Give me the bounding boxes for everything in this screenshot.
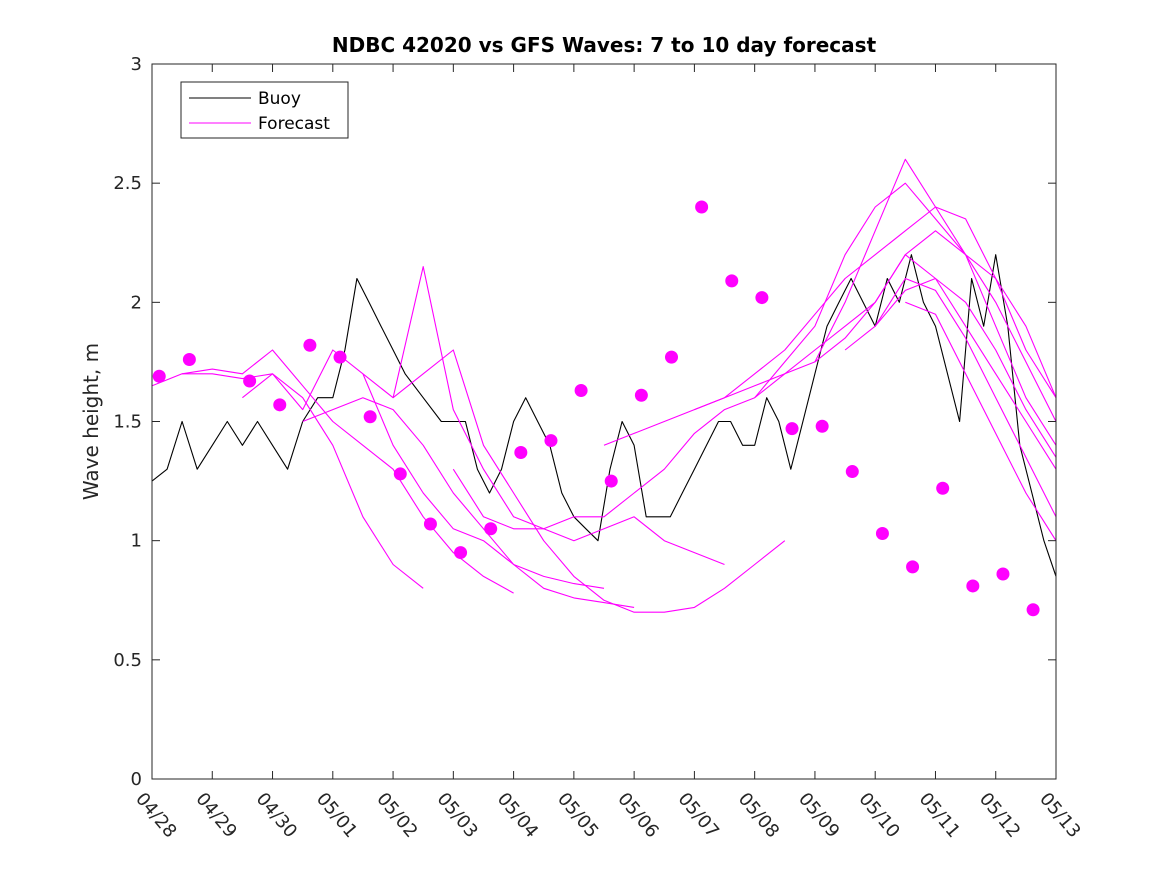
forecast-series-line-5 [362, 349, 786, 613]
forecast-series-line-3 [242, 349, 605, 589]
y-tick-label: 0 [131, 769, 142, 790]
forecast-marker-point [815, 419, 829, 433]
legend-forecast-label: Forecast [258, 114, 330, 134]
forecast-marker-point [634, 388, 648, 402]
forecast-marker-point [1026, 603, 1040, 617]
plot-background [152, 64, 1056, 779]
forecast-series-line-12 [844, 277, 1056, 459]
legend-buoy-label: Buoy [258, 89, 301, 109]
forecast-marker-point [695, 200, 709, 214]
forecast-marker-point [243, 374, 257, 388]
series-layer [152, 158, 1056, 617]
forecast-marker-point [182, 353, 196, 367]
forecast-marker-point [725, 274, 739, 288]
forecast-marker-point [875, 527, 889, 541]
forecast-marker-point [484, 522, 498, 536]
forecast-marker-point [152, 369, 166, 383]
y-tick-label: 3 [131, 54, 142, 75]
forecast-marker-point [664, 350, 678, 364]
forecast-series-line-6 [392, 266, 725, 566]
forecast-marker-point [574, 384, 588, 398]
y-axis-label: Wave height, m [79, 343, 103, 500]
forecast-series-line-9 [694, 206, 1056, 411]
forecast-marker-point [303, 338, 317, 352]
forecast-marker-point [936, 481, 950, 495]
forecast-marker-point [423, 517, 437, 531]
buoy-series-line [152, 254, 1056, 578]
forecast-series-line-13 [874, 277, 1056, 518]
y-tick-label: 1 [131, 531, 142, 552]
chart-legend: Buoy Forecast [180, 81, 349, 139]
forecast-marker-point [393, 467, 407, 481]
y-tick-label: 0.5 [113, 650, 142, 671]
y-tick-label: 2 [131, 292, 142, 313]
forecast-marker-point [966, 579, 980, 593]
forecast-marker-point [454, 546, 468, 560]
forecast-series-line-1 [152, 373, 424, 589]
forecast-marker-point [363, 410, 377, 424]
forecast-marker-point [785, 422, 799, 436]
forecast-marker-point [996, 567, 1010, 581]
forecast-marker-point [273, 398, 287, 412]
forecast-series-line-4 [302, 397, 635, 608]
forecast-marker-point [755, 291, 769, 305]
forecast-marker-point [544, 434, 558, 448]
forecast-marker-point [514, 445, 528, 459]
forecast-marker-point [906, 560, 920, 574]
forecast-series-line-14 [905, 301, 1056, 542]
forecast-marker-point [604, 474, 618, 488]
chart-title: NDBC 42020 vs GFS Waves: 7 to 10 day for… [332, 33, 877, 57]
forecast-series-line-7 [452, 254, 1056, 530]
forecast-marker-point [845, 465, 859, 479]
y-tick-label: 1.5 [113, 412, 142, 433]
legend-box [180, 81, 349, 139]
y-tick-label: 2.5 [113, 173, 142, 194]
forecast-series-line-11 [814, 158, 1056, 446]
forecast-markers [152, 200, 1040, 617]
forecast-marker-point [333, 350, 347, 364]
